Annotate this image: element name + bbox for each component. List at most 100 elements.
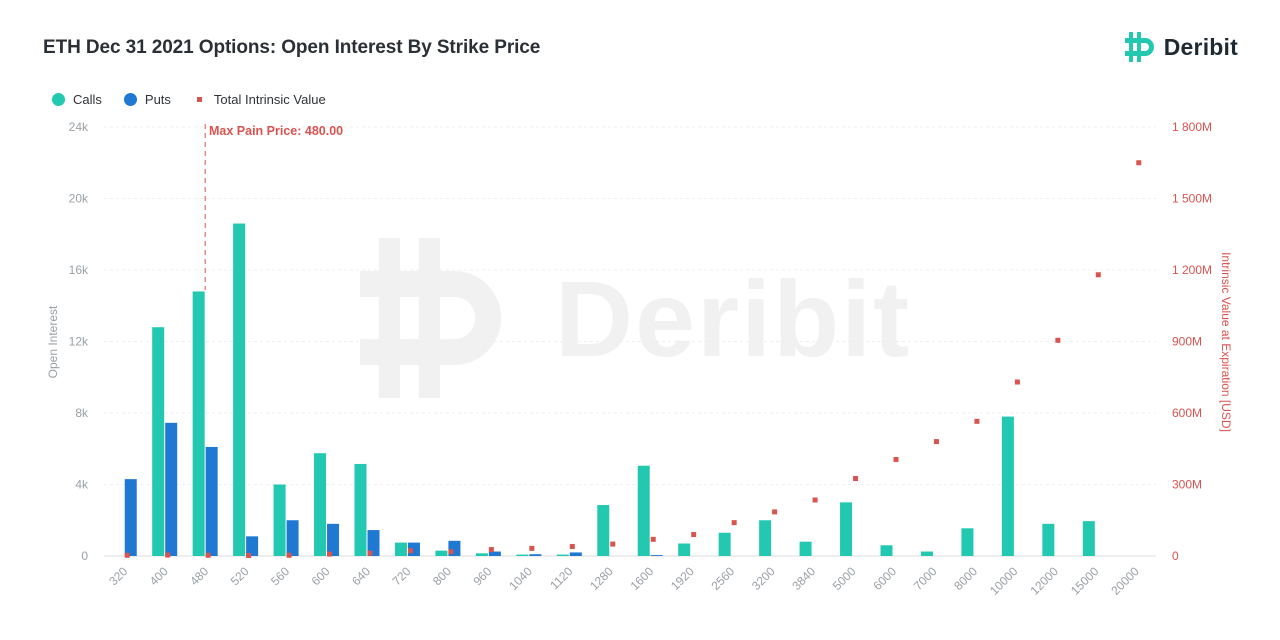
x-tick-label: 800 <box>430 564 454 588</box>
x-tick-label: 400 <box>147 564 171 588</box>
y2-tick-label: 1 500M <box>1172 192 1212 206</box>
brand-logo: Deribit <box>1124 30 1238 64</box>
intrinsic-point <box>327 551 333 557</box>
intrinsic-point <box>893 456 899 462</box>
max-pain-label: Max Pain Price: 480.00 <box>209 124 344 138</box>
intrinsic-point <box>610 541 616 547</box>
x-tick-label: 320 <box>106 564 130 588</box>
puts-bar <box>286 520 299 556</box>
x-tick-label: 7000 <box>911 564 940 593</box>
x-tick-label: 960 <box>470 564 494 588</box>
intrinsic-point <box>205 552 211 558</box>
calls-bar <box>516 554 529 556</box>
x-tick-label: 1920 <box>668 564 697 593</box>
calls-bar <box>475 553 488 556</box>
intrinsic-point <box>448 549 454 555</box>
intrinsic-point <box>124 552 130 558</box>
intrinsic-point <box>691 532 697 538</box>
puts-bar <box>367 530 380 556</box>
intrinsic-point <box>165 552 171 558</box>
y-tick-label: 24k <box>69 120 89 134</box>
x-tick-label: 3840 <box>789 564 818 593</box>
y2-tick-label: 0 <box>1172 549 1179 563</box>
calls-bar <box>435 550 448 556</box>
x-tick-label: 1280 <box>587 564 616 593</box>
x-tick-label: 480 <box>187 564 211 588</box>
y-tick-label: 12k <box>69 335 89 349</box>
calls-bar <box>314 453 327 556</box>
calls-bar <box>840 502 853 556</box>
y2-axis-title: Intrinsic Value at Expiration [USD] <box>1219 252 1233 432</box>
intrinsic-point <box>286 552 292 558</box>
legend-marker-intrinsic <box>196 97 202 102</box>
calls-bar <box>799 541 812 556</box>
x-tick-label: 15000 <box>1068 564 1102 598</box>
puts-bar <box>124 479 137 556</box>
legend-marker-calls <box>52 93 65 106</box>
y2-tick-label: 1 200M <box>1172 263 1212 277</box>
calls-bar <box>961 528 974 556</box>
legend-marker-puts <box>123 93 137 106</box>
x-tick-label: 12000 <box>1027 564 1061 598</box>
puts-bar <box>246 536 259 556</box>
puts-bar <box>488 551 501 556</box>
intrinsic-point <box>407 548 413 554</box>
x-tick-label: 20000 <box>1108 564 1142 598</box>
intrinsic-point <box>569 543 575 549</box>
x-tick-label: 10000 <box>987 564 1021 598</box>
x-tick-label: 520 <box>228 564 252 588</box>
calls-bar <box>718 532 731 556</box>
legend-label-calls: Calls <box>73 92 102 107</box>
calls-bar <box>1001 416 1014 556</box>
intrinsic-point <box>529 545 535 551</box>
calls-bar <box>678 543 691 556</box>
calls-bar <box>394 542 407 556</box>
intrinsic-point <box>974 418 980 424</box>
calls-bar <box>233 223 246 556</box>
intrinsic-point <box>1014 379 1020 385</box>
calls-bar <box>556 554 569 556</box>
puts-bar <box>327 523 340 556</box>
calls-bar <box>192 291 205 556</box>
legend-label-puts: Puts <box>144 92 171 107</box>
puts-bar <box>569 552 582 556</box>
y-axis-title: Open Interest <box>46 305 60 379</box>
calls-bar <box>1082 521 1095 556</box>
calls-bar <box>759 520 772 556</box>
puts-bar <box>205 446 218 556</box>
intrinsic-point <box>367 550 373 556</box>
x-tick-label: 1600 <box>628 564 657 593</box>
intrinsic-point <box>1136 160 1142 166</box>
calls-bar <box>354 463 367 556</box>
legend-item-calls[interactable]: Calls <box>52 92 102 107</box>
x-tick-label: 6000 <box>870 564 899 593</box>
intrinsic-point <box>772 509 778 515</box>
intrinsic-point <box>1055 337 1061 343</box>
watermark-text: Deribit <box>555 257 912 379</box>
brand-name: Deribit <box>1163 33 1238 60</box>
deribit-logo-icon <box>1124 32 1154 62</box>
chart-title: ETH Dec 31 2021 Options: Open Interest B… <box>43 37 541 58</box>
x-tick-label: 5000 <box>830 564 859 593</box>
intrinsic-point <box>246 553 252 559</box>
puts-bar <box>529 554 542 556</box>
calls-bar <box>152 327 165 556</box>
x-tick-label: 640 <box>349 564 373 588</box>
chart-legend: Calls Puts Total Intrinsic Value <box>52 92 348 107</box>
intrinsic-point <box>1095 272 1101 278</box>
calls-bar <box>637 465 650 556</box>
y2-tick-label: 300M <box>1172 478 1202 492</box>
intrinsic-point <box>731 520 737 526</box>
x-tick-label: 1120 <box>547 564 575 592</box>
calls-bar <box>1042 523 1055 556</box>
y-tick-label: 0 <box>81 549 88 563</box>
legend-item-puts[interactable]: Puts <box>123 92 171 107</box>
y2-tick-label: 1 800M <box>1172 120 1212 134</box>
x-tick-label: 560 <box>268 564 292 588</box>
intrinsic-point <box>933 439 939 445</box>
puts-bar <box>165 422 178 556</box>
legend-item-intrinsic[interactable]: Total Intrinsic Value <box>193 92 326 107</box>
x-tick-label: 2560 <box>708 564 737 593</box>
calls-bar <box>273 484 286 556</box>
